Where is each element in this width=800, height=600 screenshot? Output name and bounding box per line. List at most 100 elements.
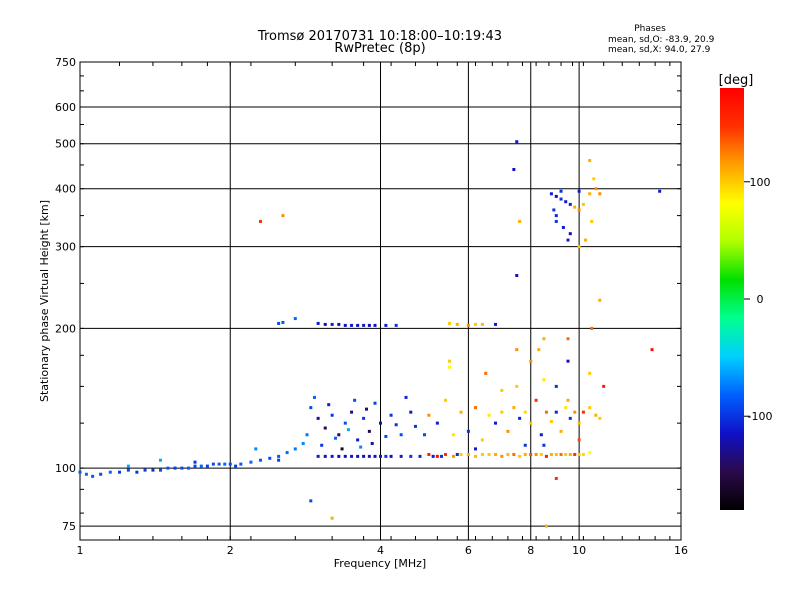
x-tick-label: 8 [527, 544, 534, 557]
data-point [518, 416, 522, 420]
data-point [658, 189, 662, 193]
data-point [566, 238, 570, 242]
data-point [568, 416, 572, 420]
data-point [523, 443, 527, 447]
data-point [431, 454, 435, 458]
data-point [566, 398, 570, 402]
data-point [309, 406, 313, 410]
data-point [427, 413, 431, 417]
data-point [389, 413, 393, 417]
data-point [473, 322, 477, 326]
data-point [494, 421, 498, 425]
data-point [293, 317, 297, 321]
data-point [455, 322, 459, 326]
data-point [554, 384, 558, 388]
data-point [594, 413, 598, 417]
data-point [316, 416, 320, 420]
data-point [588, 159, 592, 163]
x-tick-label: 4 [377, 544, 384, 557]
x-tick-label: 2 [227, 544, 234, 557]
data-point [573, 205, 577, 209]
data-point [254, 447, 258, 451]
data-point [529, 359, 533, 363]
data-point [373, 323, 377, 327]
data-point [316, 454, 320, 458]
data-point [564, 200, 568, 204]
data-point [333, 436, 337, 440]
data-point [588, 371, 592, 375]
data-point [343, 421, 347, 425]
y-tick-label: 500 [55, 138, 76, 151]
colorbar [720, 88, 744, 510]
data-point [542, 378, 546, 382]
data-point [544, 524, 548, 528]
data-point [353, 398, 357, 402]
y-tick-label: 600 [55, 101, 76, 114]
y-tick-label: 750 [55, 56, 76, 69]
data-point [518, 454, 522, 458]
data-point [451, 454, 455, 458]
y-tick-label: 200 [55, 322, 76, 335]
data-point [494, 452, 498, 456]
x-axis-ticks: 1 2 4 6 8 10 16 [77, 62, 688, 557]
data-point [473, 406, 477, 410]
data-point [444, 452, 448, 456]
data-point [512, 452, 516, 456]
y-axis-ticks: 75 100 200 300 400 500 600 750 [55, 56, 681, 533]
data-point [598, 416, 602, 420]
data-point [559, 452, 563, 456]
data-point [542, 337, 546, 341]
data-point [435, 421, 439, 425]
data-point [506, 429, 510, 433]
data-point [362, 323, 366, 327]
x-tick-label: 16 [674, 544, 688, 557]
data-point [330, 413, 334, 417]
data-point [473, 454, 477, 458]
data-point [568, 232, 572, 236]
data-point [404, 395, 408, 399]
data-point [561, 225, 565, 229]
data-point [554, 219, 558, 223]
data-point [399, 433, 403, 437]
data-point [259, 219, 263, 223]
data-point [268, 456, 272, 460]
data-point [118, 470, 122, 474]
data-point [554, 476, 558, 480]
data-point [362, 416, 366, 420]
chart-title: Tromsø 20170731 10:18:00–10:19:43 [257, 29, 502, 44]
data-point [577, 189, 581, 193]
data-point [523, 452, 527, 456]
data-point [340, 447, 344, 451]
colorbar-tick-label: 0 [757, 293, 764, 306]
data-point [581, 410, 585, 414]
data-point [515, 384, 519, 388]
data-point [581, 202, 585, 206]
y-tick-label: 100 [55, 462, 76, 475]
data-point [500, 388, 504, 392]
data-point [384, 323, 388, 327]
data-point [480, 438, 484, 442]
data-point [512, 406, 516, 410]
data-point [173, 466, 177, 470]
data-point [373, 401, 377, 405]
data-point [549, 420, 553, 424]
data-point [217, 462, 221, 466]
data-point [356, 323, 360, 327]
chart-subtitle: RwPretec (8p) [334, 41, 425, 56]
data-point [159, 458, 163, 462]
data-point [330, 454, 334, 458]
data-point [588, 451, 592, 455]
data-point [573, 452, 577, 456]
data-point [277, 458, 281, 462]
data-point [316, 321, 320, 325]
data-point [534, 452, 538, 456]
y-axis-label: Stationary phase Virtual Height [km] [38, 200, 51, 402]
data-point [559, 189, 563, 193]
data-point [554, 452, 558, 456]
data-point [312, 395, 316, 399]
data-point [455, 452, 459, 456]
data-point [301, 441, 305, 445]
data-point [448, 321, 452, 325]
data-point [350, 323, 354, 327]
data-point [327, 403, 331, 407]
